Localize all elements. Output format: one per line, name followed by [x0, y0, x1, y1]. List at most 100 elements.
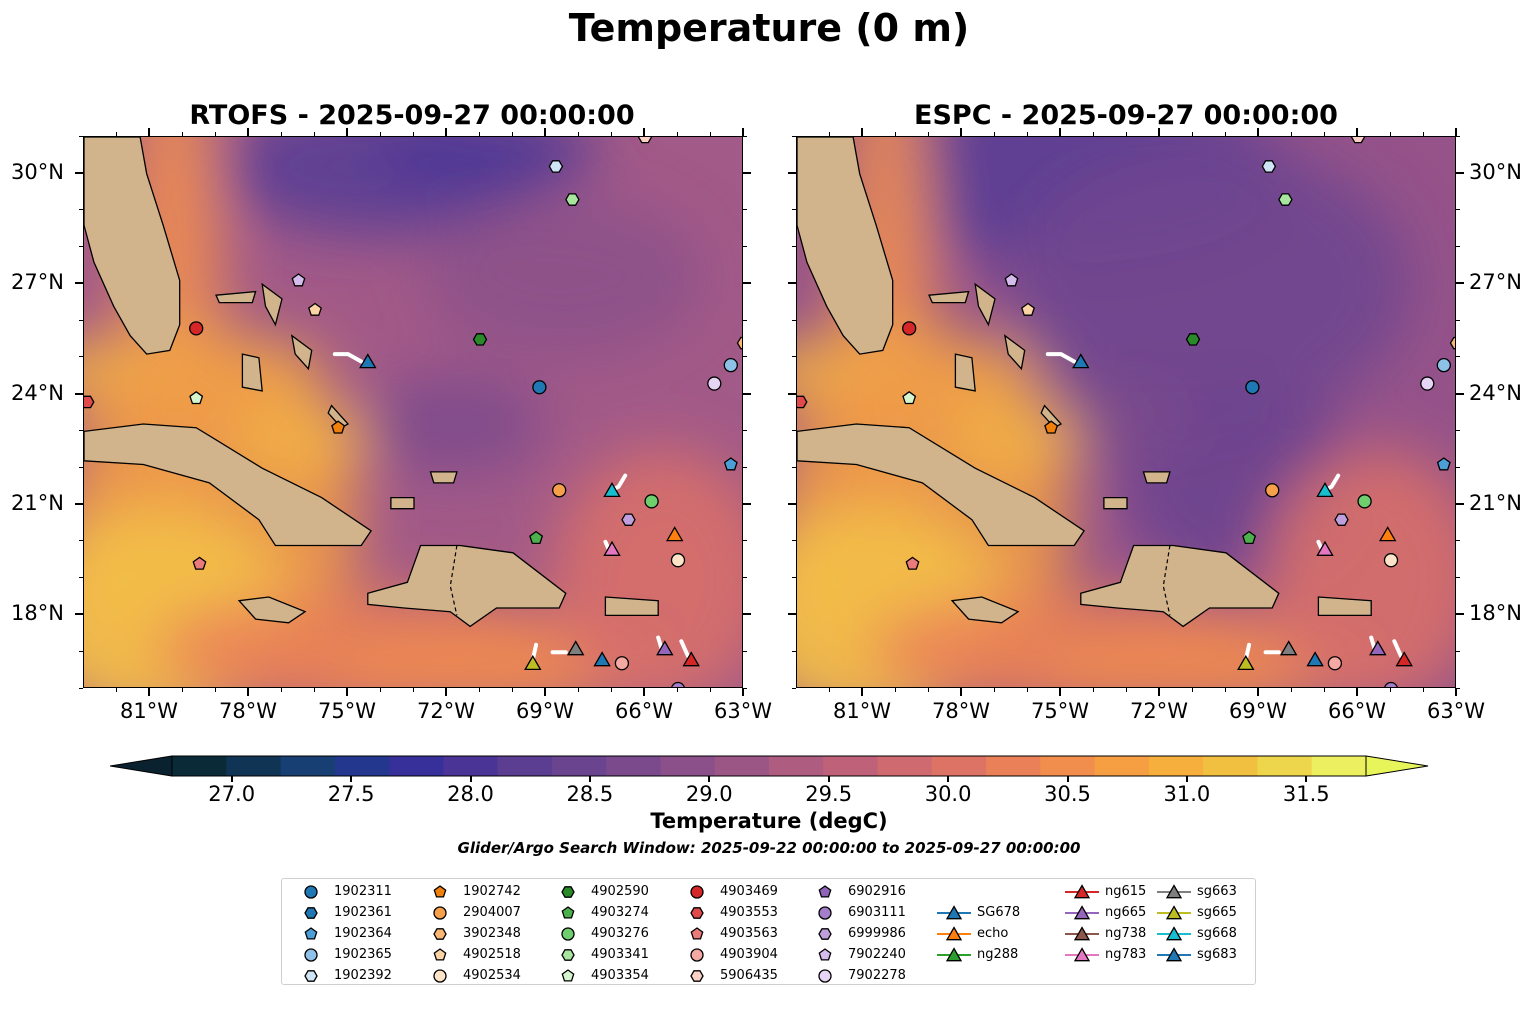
legend-marker-2904007[interactable]: [433, 905, 447, 920]
marker-ng615[interactable]: [1395, 651, 1413, 667]
marker-4903276[interactable]: [1357, 494, 1372, 509]
marker-4903904[interactable]: [1327, 656, 1343, 671]
legend-marker-4902534[interactable]: [433, 968, 447, 983]
marker-sg683[interactable]: [1306, 651, 1324, 667]
marker-4903469[interactable]: [189, 321, 204, 336]
legend-marker-6903111[interactable]: [818, 905, 832, 920]
marker-echo[interactable]: [1378, 526, 1397, 542]
marker-4903354[interactable]: [902, 390, 917, 405]
legend-marker-4903274[interactable]: [561, 905, 575, 919]
marker-4903341[interactable]: [565, 193, 580, 206]
marker-3902348[interactable]: [1449, 336, 1457, 350]
marker-1902311[interactable]: [1245, 380, 1260, 395]
marker-2904007[interactable]: [552, 483, 567, 498]
marker-sg663[interactable]: [1279, 640, 1298, 656]
marker-4903354[interactable]: [189, 390, 204, 405]
marker-4902590[interactable]: [472, 333, 488, 346]
marker-3902348[interactable]: [736, 336, 744, 350]
map-rtofs[interactable]: [83, 136, 743, 688]
legend-marker-7902278[interactable]: [818, 968, 832, 983]
marker-sg665[interactable]: [524, 654, 542, 671]
marker-1902311[interactable]: [532, 380, 547, 395]
marker-4902518[interactable]: [1021, 302, 1035, 316]
marker-7902240[interactable]: [1004, 273, 1019, 287]
marker-echo[interactable]: [665, 526, 684, 542]
marker-4903563[interactable]: [905, 556, 920, 570]
legend-marker-5906435[interactable]: [690, 969, 704, 982]
marker-4903274[interactable]: [529, 530, 544, 545]
legend-marker-1902742[interactable]: [433, 884, 447, 898]
marker-6903111[interactable]: [671, 681, 685, 689]
marker-7902240[interactable]: [291, 273, 306, 287]
marker-1902742[interactable]: [331, 420, 346, 434]
legend-marker-1902361[interactable]: [304, 906, 318, 919]
marker-4903904[interactable]: [614, 656, 630, 671]
legend-marker-1902364[interactable]: [304, 926, 318, 940]
marker-1902392[interactable]: [548, 160, 564, 173]
marker-6999986[interactable]: [621, 513, 636, 526]
marker-1902742[interactable]: [1044, 420, 1059, 434]
marker-4903469[interactable]: [902, 321, 917, 336]
legend-marker-SG678[interactable]: [945, 904, 963, 919]
marker-sg663[interactable]: [566, 640, 585, 656]
marker-1902392[interactable]: [1261, 160, 1277, 173]
marker-1902364[interactable]: [723, 457, 738, 471]
legend-marker-ng665[interactable]: [1073, 904, 1091, 919]
legend-marker-6999986[interactable]: [818, 927, 832, 940]
marker-1902365[interactable]: [1436, 358, 1451, 373]
marker-sg668[interactable]: [1316, 482, 1334, 498]
marker-sg665[interactable]: [1237, 654, 1255, 671]
marker-2904007[interactable]: [1265, 483, 1280, 498]
marker-SG678[interactable]: [359, 353, 377, 369]
marker-5906435[interactable]: [1350, 137, 1366, 144]
legend-marker-4903341[interactable]: [561, 948, 575, 961]
legend-marker-6902916[interactable]: [818, 884, 832, 898]
legend-marker-3902348[interactable]: [433, 927, 447, 940]
legend-marker-4903469[interactable]: [690, 884, 704, 899]
legend-marker-1902365[interactable]: [304, 947, 318, 962]
marker-ng665[interactable]: [656, 640, 674, 656]
legend-marker-sg683[interactable]: [1165, 946, 1183, 961]
marker-4903553[interactable]: [797, 395, 808, 409]
legend-marker-ng783[interactable]: [1073, 946, 1091, 961]
marker-ng665[interactable]: [1369, 640, 1387, 656]
marker-7902278[interactable]: [1420, 376, 1435, 391]
marker-sg683[interactable]: [593, 651, 611, 667]
marker-4902534[interactable]: [670, 553, 686, 568]
marker-ng783[interactable]: [1316, 540, 1334, 556]
legend-marker-ng615[interactable]: [1073, 883, 1091, 898]
marker-sg668[interactable]: [603, 482, 621, 498]
legend-marker-7902240[interactable]: [818, 947, 832, 961]
legend-marker-echo[interactable]: [945, 925, 963, 940]
marker-5906435[interactable]: [637, 137, 653, 144]
marker-SG678[interactable]: [1072, 353, 1090, 369]
marker-6999986[interactable]: [1334, 513, 1349, 526]
marker-ng615[interactable]: [682, 651, 700, 667]
legend-marker-1902311[interactable]: [304, 884, 318, 899]
marker-ng783[interactable]: [603, 540, 621, 556]
legend-marker-ng738[interactable]: [1073, 925, 1091, 940]
legend-marker-4902590[interactable]: [561, 885, 575, 898]
marker-4902518[interactable]: [308, 302, 322, 316]
marker-4903563[interactable]: [192, 556, 207, 570]
marker-4903341[interactable]: [1278, 193, 1293, 206]
marker-1902364[interactable]: [1436, 457, 1451, 471]
legend-marker-1902392[interactable]: [304, 969, 318, 982]
legend-marker-4903563[interactable]: [690, 926, 704, 940]
legend-marker-4903553[interactable]: [690, 906, 704, 919]
marker-1902365[interactable]: [723, 358, 738, 373]
legend-marker-4902518[interactable]: [433, 947, 447, 961]
marker-4903276[interactable]: [644, 494, 659, 509]
marker-4903274[interactable]: [1242, 530, 1257, 545]
legend-marker-4903276[interactable]: [561, 926, 575, 941]
legend-marker-sg663[interactable]: [1165, 883, 1183, 898]
legend-marker-4903904[interactable]: [690, 947, 704, 962]
map-espc[interactable]: [796, 136, 1456, 688]
marker-4902590[interactable]: [1185, 333, 1201, 346]
legend-marker-sg668[interactable]: [1165, 925, 1183, 940]
marker-7902278[interactable]: [707, 376, 722, 391]
marker-4903553[interactable]: [84, 395, 95, 409]
marker-4902534[interactable]: [1383, 553, 1399, 568]
legend-marker-sg665[interactable]: [1165, 904, 1183, 919]
marker-6903111[interactable]: [1384, 681, 1398, 689]
